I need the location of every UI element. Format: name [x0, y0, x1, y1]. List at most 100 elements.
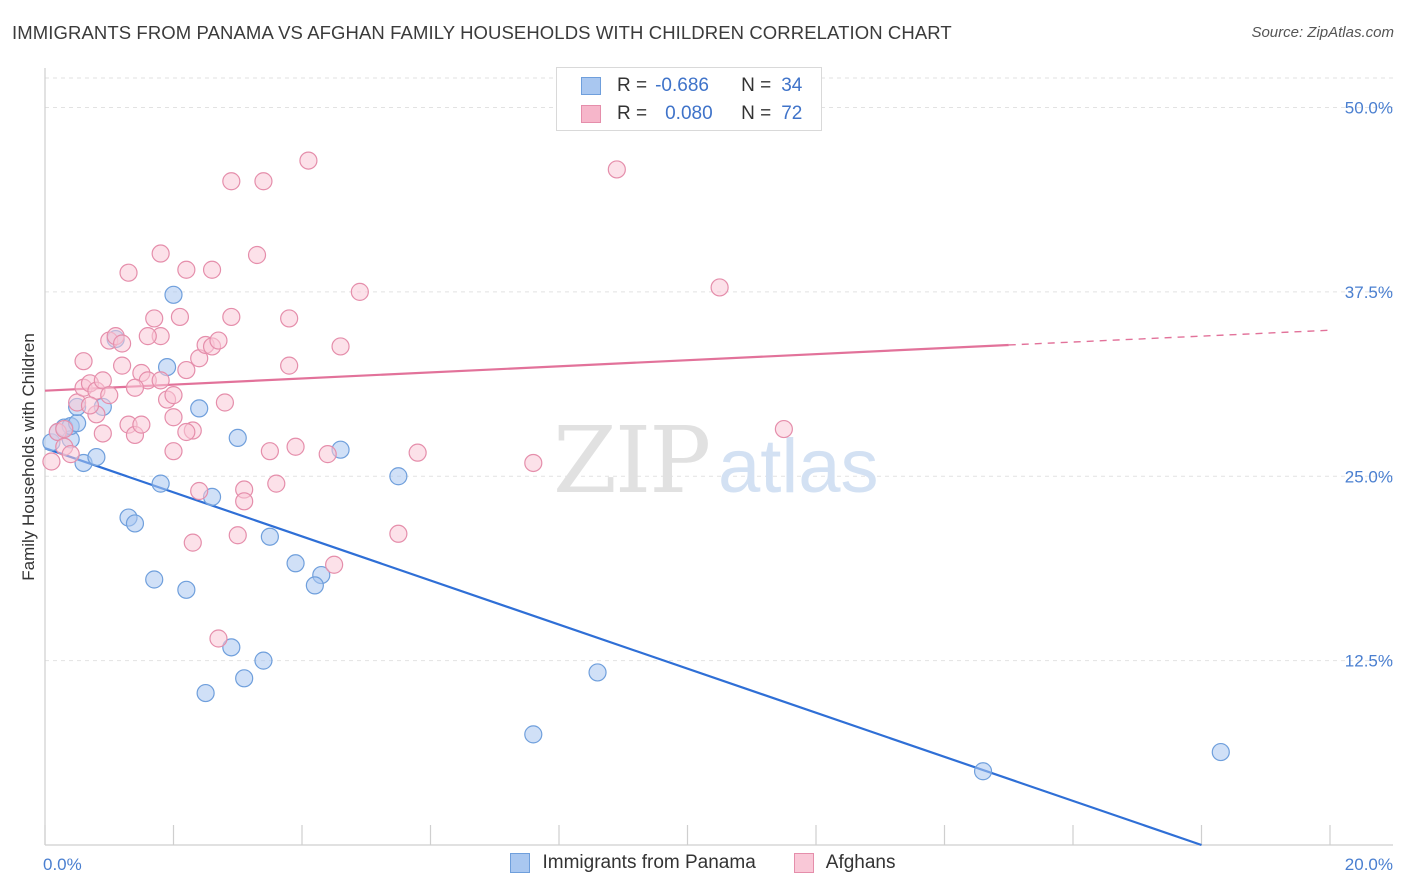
panama-point	[196, 683, 215, 703]
panama-point	[389, 467, 408, 486]
afghans-point	[190, 481, 209, 501]
panama-point	[305, 576, 324, 595]
afghans-point	[100, 386, 119, 405]
afghans-point	[80, 396, 100, 415]
legend-row-panama: R = -0.686 N = 34	[581, 72, 802, 100]
y-tick-label: 25.0%	[1345, 467, 1393, 486]
afghans-point	[350, 282, 369, 301]
afghans-point	[164, 442, 183, 461]
afghans-point	[209, 331, 228, 350]
afghans-point	[119, 263, 138, 282]
y-tick-label: 37.5%	[1345, 283, 1393, 302]
stats-legend: R = -0.686 N = 34 R = 0.080 N = 72	[556, 67, 822, 131]
panama-point	[177, 580, 196, 599]
afghans-point	[607, 160, 626, 179]
x-tick-label: 0.0%	[43, 855, 82, 874]
afghans-point	[280, 356, 299, 375]
afghans-point	[42, 452, 61, 471]
series-legend-swatch	[510, 853, 531, 873]
watermark-atlas: atlas	[718, 424, 879, 509]
panama-point	[228, 428, 247, 447]
afghans-point	[151, 371, 170, 390]
afghans-point	[267, 474, 286, 493]
watermark-zip: ZIP	[553, 407, 709, 514]
legend-n-label: N =	[741, 75, 772, 96]
afghans-point	[145, 309, 164, 328]
afghans-point	[61, 445, 80, 464]
afghans-point	[177, 360, 196, 380]
afghans-point	[112, 356, 132, 375]
afghans-point	[389, 524, 408, 543]
afghans-point	[247, 245, 267, 265]
panama-point	[1211, 742, 1230, 762]
afghans-point	[132, 415, 151, 434]
panama-point	[973, 762, 993, 781]
panama-point	[286, 554, 305, 573]
afghans-trendline	[44, 343, 1009, 392]
panama-point	[588, 663, 607, 682]
panama-point	[190, 399, 209, 418]
series-legend-swatch	[793, 853, 814, 873]
afghans-point	[151, 244, 170, 263]
afghans-point	[318, 445, 337, 464]
legend-r-label: R =	[617, 103, 648, 124]
afghans-point	[177, 422, 196, 442]
afghans-trendline-extension	[1008, 329, 1331, 346]
y-tick-label: 12.5%	[1345, 652, 1393, 671]
legend-n-value: 72	[781, 103, 803, 124]
afghans-point	[222, 172, 241, 191]
panama-point	[235, 669, 254, 688]
legend-swatch-afghans	[581, 105, 601, 123]
afghans-point	[209, 629, 228, 648]
afghans-point	[235, 492, 254, 511]
legend-n-value: 34	[781, 75, 803, 96]
legend-r-value: -0.686	[655, 75, 709, 96]
panama-trendline	[44, 447, 1202, 847]
series-legend-label: Immigrants from Panama	[542, 852, 756, 873]
afghans-point	[299, 151, 318, 170]
afghans-point	[408, 443, 427, 462]
series-legend-label: Afghans	[825, 852, 896, 873]
panama-point	[125, 514, 145, 533]
afghans-point	[125, 378, 145, 397]
legend-swatch-panama	[581, 77, 601, 95]
afghans-point	[93, 424, 112, 443]
afghans-point	[55, 419, 74, 439]
afghans-point	[710, 278, 729, 297]
afghans-point	[215, 393, 234, 412]
legend-r-label: R =	[617, 75, 648, 96]
panama-point	[87, 447, 106, 467]
panama-point	[524, 725, 543, 744]
afghans-point	[170, 307, 190, 327]
afghans-point	[228, 526, 247, 545]
afghans-point	[331, 337, 350, 356]
x-tick-label: 20.0%	[1345, 855, 1393, 874]
afghans-point	[260, 442, 279, 461]
afghans-point	[177, 260, 196, 279]
afghans-point	[774, 419, 793, 439]
panama-point	[151, 474, 170, 493]
afghans-point	[164, 386, 183, 405]
afghans-point	[74, 352, 93, 371]
afghans-point	[286, 437, 305, 456]
y-tick-label: 50.0%	[1345, 99, 1393, 118]
series-legend-afghans: Afghans	[793, 852, 896, 874]
afghans-point	[254, 172, 273, 191]
afghans-point	[524, 453, 543, 473]
afghans-point	[138, 327, 157, 346]
afghans-point	[202, 260, 222, 279]
afghans-point	[164, 408, 183, 427]
panama-point	[260, 527, 279, 546]
panama-point	[164, 285, 183, 304]
legend-r-value: 0.080	[665, 103, 713, 124]
afghans-point	[280, 309, 299, 328]
afghans-point	[183, 533, 202, 552]
series-legend: Immigrants from Panama Afghans	[0, 852, 1406, 874]
series-legend-panama: Immigrants from Panama	[510, 852, 756, 874]
panama-point	[145, 570, 164, 589]
legend-row-afghans: R = 0.080 N = 72	[581, 100, 802, 128]
afghans-point	[325, 555, 344, 574]
panama-point	[254, 651, 273, 670]
watermark: ZIP atlas	[553, 407, 879, 514]
